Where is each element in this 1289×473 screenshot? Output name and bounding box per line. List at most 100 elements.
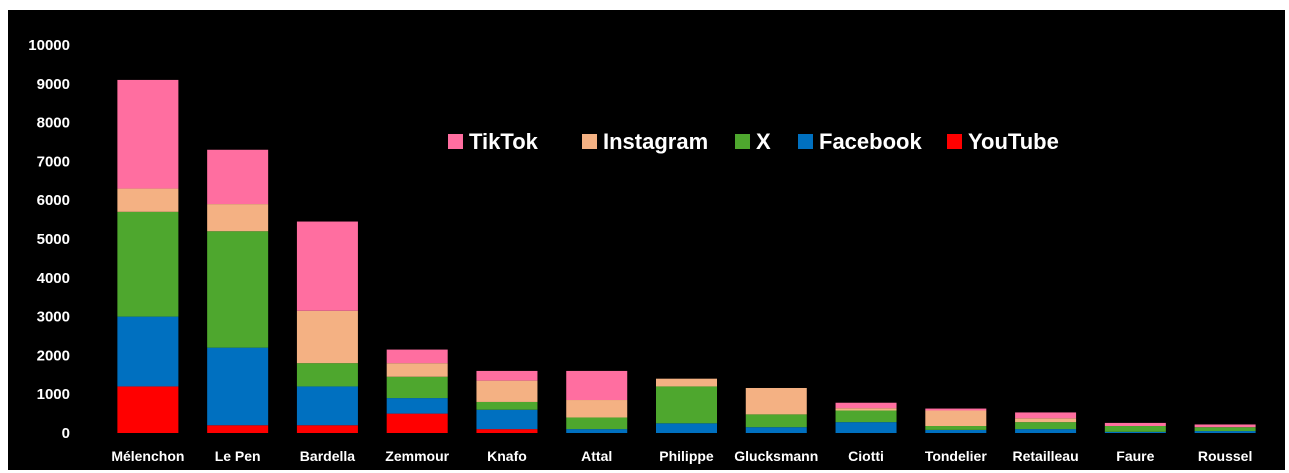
y-tick-label: 1000 (37, 386, 70, 403)
bar-segment-instagram (656, 378, 717, 387)
bar-segment-facebook (656, 423, 717, 433)
bar-stack (207, 149, 269, 433)
legend-swatch (735, 134, 750, 149)
y-tick-label: 0 (62, 425, 70, 442)
legend-label: Instagram (603, 129, 708, 154)
legend-label: X (756, 129, 771, 154)
bar-segment-instagram (835, 408, 897, 411)
bar-segment-x (1015, 422, 1077, 430)
x-category-label: Roussel (1198, 448, 1252, 464)
bar-segment-x (1194, 427, 1256, 432)
bar-segment-x (296, 363, 358, 387)
bar-segment-tiktok (925, 408, 987, 411)
x-category-label: Philippe (659, 448, 714, 464)
x-category-label: Le Pen (215, 448, 261, 464)
x-category-label: Mélenchon (111, 448, 184, 464)
bar-segment-tiktok (117, 79, 179, 189)
bar-segment-facebook (296, 386, 358, 426)
y-tick-label: 5000 (37, 231, 70, 248)
bar-segment-x (207, 231, 269, 348)
bar-segment-facebook (566, 429, 628, 433)
y-tick-label: 7000 (37, 153, 70, 170)
bar-segment-tiktok (1104, 422, 1166, 427)
y-axis-tick-labels: 0 1000 2000 3000 4000 5000 6000 7000 8000 9000 100… (28, 37, 70, 442)
chart-frame: 0 1000 2000 3000 4000 5000 6000 7000 8000 9000 100… (8, 10, 1285, 470)
bar-segment-youtube (296, 425, 358, 433)
bar-segment-x (745, 414, 807, 428)
bar-segment-facebook (207, 347, 269, 426)
bar-segment-x (925, 426, 987, 430)
bar-segment-x (1104, 426, 1166, 432)
legend-swatch (798, 134, 813, 149)
x-category-label: Retailleau (1013, 448, 1079, 464)
bar-segment-facebook (476, 409, 538, 430)
bar-segment-facebook (745, 427, 807, 433)
bar-segment-youtube (207, 425, 269, 433)
bar-segment-instagram (566, 400, 628, 418)
bar-segment-youtube (476, 429, 538, 433)
bar-segment-x (117, 211, 179, 317)
legend-label: Facebook (819, 129, 922, 154)
bar-segment-x (386, 376, 448, 399)
bar-segment-facebook (386, 398, 448, 414)
bar-stack (1015, 412, 1077, 433)
bar-segment-instagram (117, 188, 179, 212)
legend-label: TikTok (469, 129, 539, 154)
bar-stack (117, 79, 179, 433)
bar-stack (296, 221, 358, 433)
bar-segment-x (835, 410, 897, 423)
legend-swatch (947, 134, 962, 149)
bar-segment-tiktok (476, 370, 538, 381)
bar-segment-instagram (296, 310, 358, 364)
bar-stack (566, 370, 628, 433)
bar-segment-youtube (117, 386, 179, 433)
x-category-label: Bardella (300, 448, 355, 464)
bar-segment-instagram (1015, 418, 1077, 423)
bar-segment-tiktok (1194, 424, 1256, 428)
bar-stacks (117, 79, 1256, 433)
bar-stack (476, 370, 538, 433)
bar-segment-tiktok (207, 149, 269, 205)
legend-swatch (448, 134, 463, 149)
bar-segment-tiktok (835, 402, 897, 409)
bar-segment-instagram (925, 410, 987, 427)
bar-segment-facebook (1194, 431, 1256, 433)
legend-swatch (582, 134, 597, 149)
bar-stack (386, 349, 448, 433)
bar-segment-facebook (1015, 429, 1077, 433)
x-category-label: Ciotti (848, 448, 884, 464)
y-tick-label: 2000 (37, 347, 70, 364)
y-tick-label: 9000 (37, 76, 70, 93)
x-category-label: Glucksmann (734, 448, 818, 464)
x-category-label: Faure (1116, 448, 1154, 464)
bar-segment-instagram (207, 204, 269, 232)
legend-label: YouTube (968, 129, 1059, 154)
y-tick-label: 6000 (37, 192, 70, 209)
bar-segment-instagram (476, 380, 538, 402)
bar-segment-facebook (117, 316, 179, 387)
y-tick-label: 3000 (37, 309, 70, 326)
y-tick-label: 4000 (37, 270, 70, 287)
bar-segment-youtube (386, 413, 448, 433)
bar-segment-facebook (835, 422, 897, 433)
y-tick-label: 10000 (28, 37, 70, 54)
bar-segment-facebook (925, 429, 987, 433)
bar-segment-tiktok (1015, 412, 1077, 419)
bar-stack (656, 378, 717, 433)
bar-segment-x (656, 386, 717, 424)
bar-stack (1104, 422, 1166, 433)
bar-segment-facebook (1104, 431, 1166, 433)
y-tick-label: 8000 (37, 115, 70, 132)
bar-stack (835, 402, 897, 433)
x-category-label: Zemmour (385, 448, 449, 464)
bar-stack (745, 387, 807, 433)
stacked-bar-chart: 0 1000 2000 3000 4000 5000 6000 7000 8000 9000 100… (28, 37, 1256, 464)
bar-segment-tiktok (386, 349, 448, 364)
x-category-label: Attal (581, 448, 612, 464)
bar-segment-x (476, 401, 538, 410)
bar-segment-instagram (386, 363, 448, 377)
bar-segment-instagram (745, 387, 807, 415)
x-category-label: Tondelier (925, 448, 988, 464)
legend: TikTok Instagram X Facebook YouTube (448, 129, 1059, 154)
bar-segment-x (566, 417, 628, 430)
